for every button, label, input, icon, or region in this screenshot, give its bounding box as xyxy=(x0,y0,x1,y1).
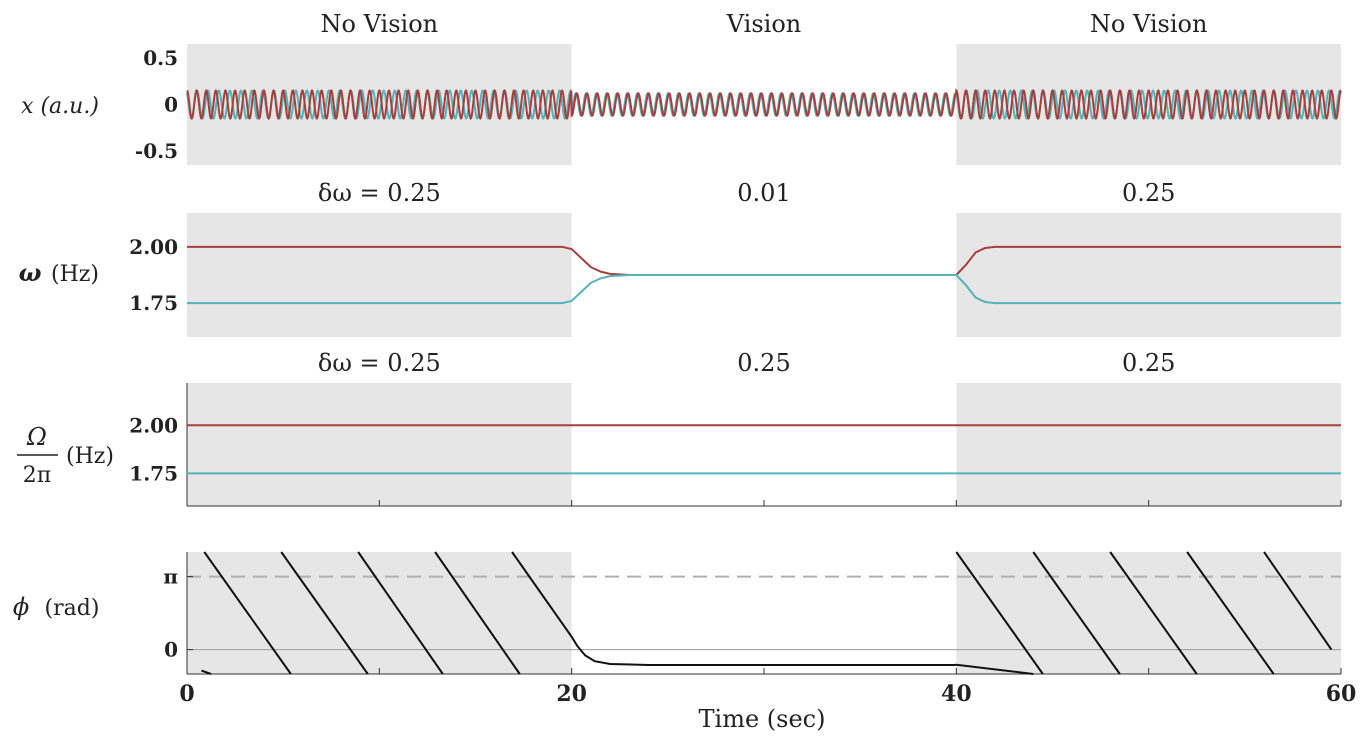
panel-annotation: Vision xyxy=(726,10,801,38)
phase-line-segment-3 xyxy=(357,551,444,675)
shaded-region-1 xyxy=(956,552,1341,674)
x-tick-label: 40 xyxy=(941,681,972,707)
panel-x: 0.5 0 -0.5 No Vision Vision No Vision x (a.u.) xyxy=(21,10,1342,165)
phase-line-segment-4 xyxy=(434,551,521,675)
phase-line-segment-2 xyxy=(280,551,369,675)
y-tick-label: 1.75 xyxy=(129,461,178,485)
series-line-1 xyxy=(186,88,1342,120)
x-tick-label: 20 xyxy=(556,681,587,707)
shaded-region-0 xyxy=(187,44,572,165)
shaded-region-0 xyxy=(187,552,572,674)
phase-line-segment-10 xyxy=(1263,551,1333,651)
panel-omega: 2.00 1.75 δω = 0.25 0.01 0.25 ω (Hz) xyxy=(19,179,1341,337)
panel-annotation: δω = 0.25 xyxy=(318,179,441,207)
y-tick-label: 1.75 xyxy=(129,291,178,315)
y-axis-label-numerator: Ω xyxy=(26,423,47,451)
phase-line-segment-7 xyxy=(1032,551,1121,675)
panel-annotation: 0.25 xyxy=(737,349,790,377)
phase-line-segment-0 xyxy=(201,669,212,675)
y-axis-label-denominator: 2π xyxy=(23,463,51,488)
y-axis-label-symbol: ϕ xyxy=(13,593,29,621)
y-tick-label: -0.5 xyxy=(135,139,178,163)
y-tick-label: 2.00 xyxy=(129,235,178,259)
shaded-region-0 xyxy=(187,383,572,506)
shaded-region-1 xyxy=(956,383,1341,506)
y-axis-label-unit: (Hz) xyxy=(51,262,99,287)
shaded-region-1 xyxy=(956,213,1341,337)
phase-line-segment-9 xyxy=(1186,551,1275,675)
series-line-0 xyxy=(187,245,1341,276)
y-axis-label: x (a.u.) xyxy=(21,94,99,119)
y-tick-label: 2.00 xyxy=(129,413,178,437)
x-tick-label: 60 xyxy=(1326,681,1357,707)
y-axis-label-symbol: ω xyxy=(19,258,42,287)
phase-line-segment-1 xyxy=(203,551,292,675)
panel-annotation: δω = 0.25 xyxy=(318,349,441,377)
panel-annotation: No Vision xyxy=(1090,10,1208,38)
panel-annotation: No Vision xyxy=(321,10,439,38)
x-axis-label: Time (sec) xyxy=(699,705,826,733)
y-axis-label-unit: (rad) xyxy=(45,596,100,621)
y-axis-label-unit: (Hz) xyxy=(66,444,114,469)
shaded-region-0 xyxy=(187,213,572,337)
phase-line-segment-5 xyxy=(511,551,1034,675)
y-tick-label: 0 xyxy=(164,93,178,117)
phase-line-segment-8 xyxy=(1109,551,1198,675)
x-tick-label: 0 xyxy=(179,681,194,707)
panel-Omega: 2.00 1.75 δω = 0.25 0.25 0.25 Ω 2π (Hz) xyxy=(17,349,1342,507)
y-tick-label: 0.5 xyxy=(143,46,178,70)
panel-annotation: 0.01 xyxy=(737,179,790,207)
panel-phi: π 00 20 40 60 ϕ (rad) xyxy=(13,551,1357,707)
phase-line-segment-6 xyxy=(955,551,1044,675)
y-tick-label: π xyxy=(163,565,178,589)
panel-annotation: 0.25 xyxy=(1122,349,1175,377)
y-tick-label: 0 xyxy=(164,638,178,662)
series-line-1 xyxy=(187,274,1341,305)
shaded-region-1 xyxy=(956,44,1341,165)
panel-annotation: 0.25 xyxy=(1122,179,1175,207)
